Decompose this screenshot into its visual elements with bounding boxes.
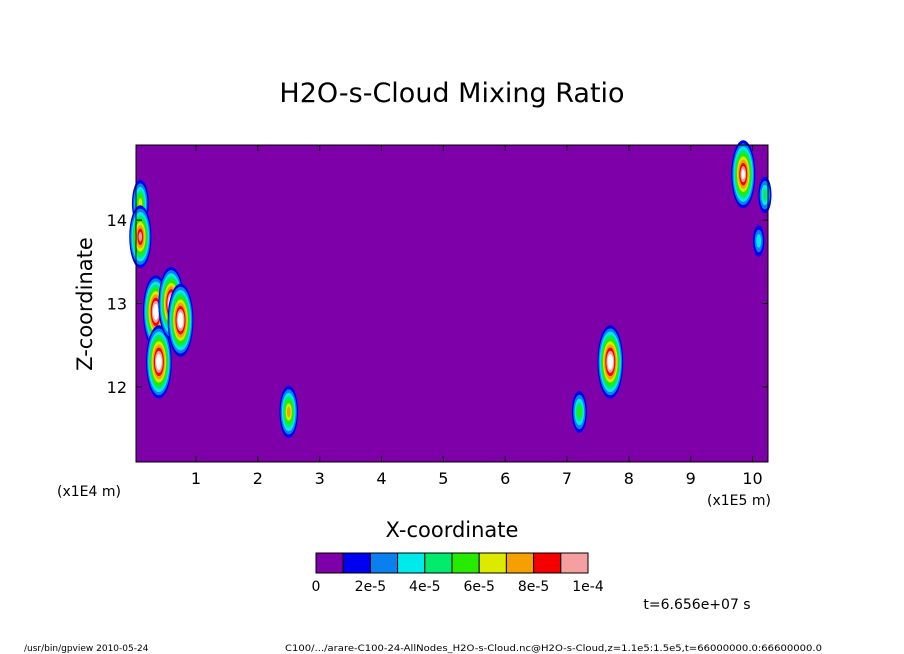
colorbar-swatch <box>505 552 535 574</box>
cloud-contour <box>138 231 143 242</box>
footer-program: /usr/bin/gpview 2010-05-24 <box>24 644 149 654</box>
y-axis-ticks: 12 13 14 <box>107 211 768 397</box>
x-tick-label: 3 <box>315 469 325 488</box>
x-tick-label: 5 <box>438 469 448 488</box>
colorbar-label: 0 <box>312 579 321 595</box>
colorbar-labels: 0 2e-5 4e-5 6e-5 8e-5 1e-4 <box>312 579 604 595</box>
cloud-contour <box>178 315 183 325</box>
plot-area <box>129 140 772 463</box>
colorbar-label: 1e-4 <box>572 579 604 595</box>
colorbar-swatch <box>315 552 344 574</box>
colorbar-label: 4e-5 <box>409 579 440 595</box>
colorbar-swatch <box>369 552 399 574</box>
colorbar-label: 6e-5 <box>463 579 494 595</box>
y-tick-label: 13 <box>107 295 127 314</box>
plot-background <box>136 145 768 462</box>
time-label: t=6.656e+07 s <box>643 597 750 613</box>
y-tick-label: 12 <box>107 378 127 397</box>
cloud-contour <box>741 169 745 180</box>
y-scale-label: (x1E4 m) <box>57 484 121 500</box>
x-tick-label: 7 <box>562 469 572 488</box>
x-tick-label: 1 <box>191 469 201 488</box>
colorbar-swatch <box>397 552 426 574</box>
colorbar-swatch <box>478 552 507 574</box>
cloud-contour <box>608 357 612 367</box>
colorbar-swatch <box>451 552 480 574</box>
x-axis-ticks: 1 2 3 4 5 6 7 8 9 10 <box>191 145 763 488</box>
footer-source: C100/.../arare-C100-24-AllNodes_H2O-s-Cl… <box>285 644 822 654</box>
y-tick-label: 14 <box>107 211 127 230</box>
x-tick-label: 8 <box>624 469 634 488</box>
cloud-contour <box>762 188 768 202</box>
colorbar-swatch <box>342 552 371 574</box>
colorbar <box>315 552 589 574</box>
colorbar-swatch <box>533 552 562 574</box>
y-axis-label: Z-coordinate <box>73 237 97 371</box>
colorbar-label: 2e-5 <box>355 579 386 595</box>
colorbar-swatch <box>424 552 453 574</box>
x-tick-label: 4 <box>376 469 386 488</box>
cloud-contour <box>154 307 158 317</box>
colorbar-label: 8e-5 <box>518 579 549 595</box>
x-scale-label: (x1E5 m) <box>707 493 771 509</box>
x-tick-label: 6 <box>500 469 510 488</box>
chart-title: H2O-s-Cloud Mixing Ratio <box>279 78 624 109</box>
x-tick-label: 2 <box>253 469 263 488</box>
cloud-contour <box>577 406 582 418</box>
colorbar-swatch <box>560 552 589 574</box>
x-axis-label: X-coordinate <box>386 518 519 542</box>
x-tick-label: 10 <box>742 469 762 488</box>
cloud-contour <box>286 406 291 418</box>
cloud-features <box>129 140 772 439</box>
cloud-contour <box>157 357 161 367</box>
x-tick-label: 9 <box>686 469 696 488</box>
cloud-contour <box>756 234 762 248</box>
